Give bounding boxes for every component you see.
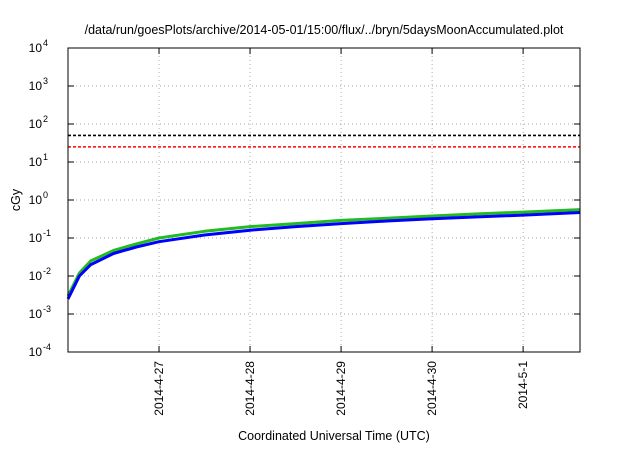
chart-title: /data/run/goesPlots/archive/2014-05-01/1… <box>85 23 564 37</box>
y-tick-label: 10 <box>29 155 43 169</box>
y-tick-label: 10 <box>29 307 43 321</box>
reference-lines <box>68 134 580 148</box>
y-tick-exponent: 4 <box>43 38 48 48</box>
y-tick-label: 10 <box>29 79 43 93</box>
y-tick-label: 10 <box>29 231 43 245</box>
series-line <box>66 211 581 300</box>
x-axis-tick-labels: 2014-4-27 2014-4-28 2014-4-29 2014-4-30 2014… <box>152 361 530 416</box>
axis-ticks <box>68 47 580 353</box>
y-tick-exponent: -3 <box>43 304 51 314</box>
y-tick-exponent: -2 <box>43 266 51 276</box>
y-tick-exponent: 2 <box>43 114 48 124</box>
x-tick-label: 2014-4-29 <box>334 361 348 416</box>
y-tick-exponent: -4 <box>43 342 51 352</box>
y-tick-label: 10 <box>29 117 43 131</box>
y-tick-label: 10 <box>29 345 43 359</box>
y-tick-label: 10 <box>29 269 43 283</box>
x-tick-label: 2014-5-1 <box>516 361 530 409</box>
y-tick-label: 10 <box>29 41 43 55</box>
x-axis-label: Coordinated Universal Time (UTC) <box>238 429 430 443</box>
x-tick-label: 2014-4-27 <box>152 361 166 416</box>
y-tick-exponent: 3 <box>43 76 48 86</box>
x-tick-label: 2014-4-28 <box>243 361 257 416</box>
y-tick-label: 10 <box>29 193 43 207</box>
y-tick-exponent: -1 <box>43 228 51 238</box>
x-tick-label: 2014-4-30 <box>425 361 439 416</box>
y-axis-label: cGy <box>9 188 23 211</box>
data-series <box>66 208 581 300</box>
grid-lines <box>68 48 580 352</box>
y-tick-exponent: 1 <box>43 152 48 162</box>
series-line <box>66 208 581 297</box>
y-tick-exponent: 0 <box>43 190 48 200</box>
